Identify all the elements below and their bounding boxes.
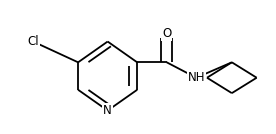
Text: N: N [103, 104, 112, 117]
Text: NH: NH [187, 71, 205, 84]
Text: Cl: Cl [27, 35, 39, 48]
Text: O: O [162, 27, 171, 40]
